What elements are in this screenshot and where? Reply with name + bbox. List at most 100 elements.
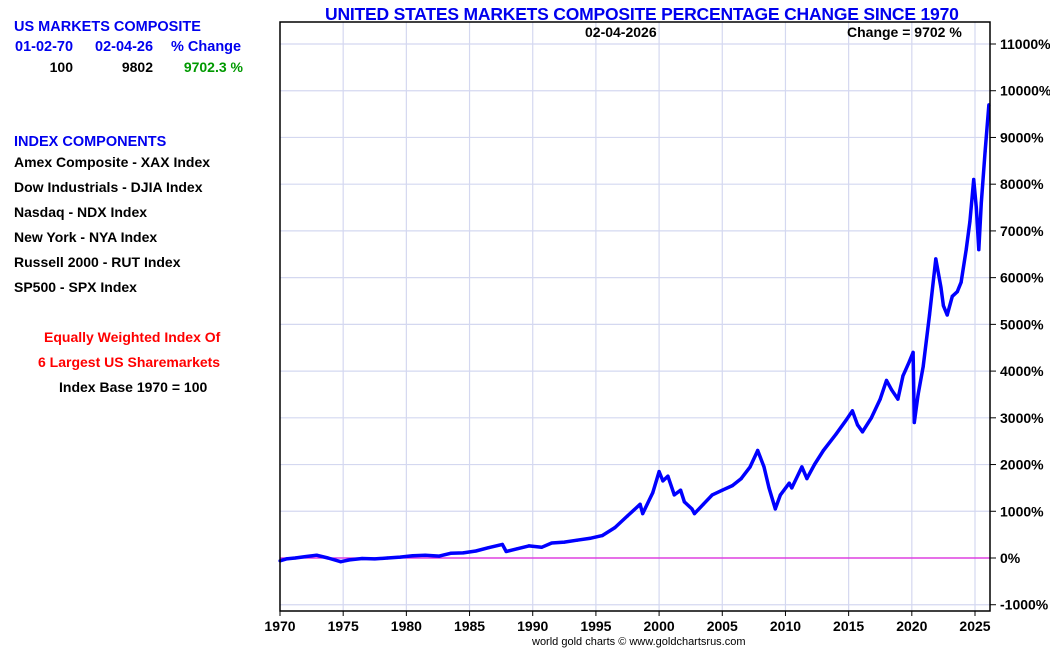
y-tick-label: 1000% — [1000, 503, 1044, 519]
data-point — [315, 553, 319, 557]
grid-lines — [280, 22, 990, 611]
data-point — [974, 205, 978, 210]
data-point — [385, 556, 390, 560]
data-point — [461, 551, 465, 555]
x-tick-label: 1980 — [391, 618, 422, 634]
plot-frame — [279, 21, 991, 612]
data-point — [979, 201, 983, 205]
data-point — [539, 545, 544, 549]
data-point — [613, 526, 617, 530]
index-components-title: INDEX COMPONENTS — [14, 134, 167, 150]
component-item: New York - NYA Index — [14, 229, 158, 245]
data-point — [692, 512, 697, 516]
end-value: 9802 — [121, 59, 153, 75]
note-line-1: Equally Weighted Index Of — [44, 329, 221, 345]
x-tick-label: 2020 — [896, 618, 927, 634]
y-tick-label: 6000% — [1000, 270, 1044, 286]
data-point — [666, 474, 670, 478]
data-point — [486, 546, 491, 550]
data-point — [474, 549, 478, 553]
data-point — [575, 538, 579, 542]
data-point — [661, 479, 665, 483]
data-point — [934, 257, 938, 261]
data-point — [939, 285, 943, 289]
y-tick-label: 10000% — [1000, 83, 1050, 99]
x-tick-label: 1990 — [517, 618, 548, 634]
data-point — [504, 549, 508, 554]
component-item: Nasdaq - NDX Index — [14, 204, 148, 220]
data-point — [950, 294, 954, 298]
component-item: SP500 - SPX Index — [14, 279, 137, 295]
y-axis: -1000% 0% 1000% 2000% 3000% 4000% 5000% 6000% 70… — [990, 36, 1050, 613]
y-tick-label: -1000% — [1000, 597, 1049, 613]
data-point — [293, 556, 297, 560]
data-point — [339, 560, 343, 564]
y-tick-label: 11000% — [1000, 36, 1050, 52]
data-point — [844, 418, 848, 422]
data-point — [812, 462, 817, 467]
note-line-2: 6 Largest US Sharemarkets — [38, 354, 221, 370]
data-point — [911, 350, 915, 354]
note-line-3: Index Base 1970 = 100 — [59, 379, 208, 395]
data-point — [821, 448, 825, 453]
data-point — [730, 483, 734, 488]
data-point — [916, 392, 920, 397]
data-point — [326, 556, 330, 560]
y-tick-label: 2000% — [1000, 457, 1044, 473]
x-tick-label: 1975 — [328, 618, 359, 634]
end-date-header: 02-04-26 — [95, 39, 154, 55]
data-point — [773, 507, 777, 511]
data-point — [977, 248, 981, 252]
data-point — [896, 397, 900, 401]
y-tick-label: 9000% — [1000, 129, 1044, 145]
x-tick-label: 2005 — [707, 618, 738, 634]
data-point — [701, 502, 705, 506]
credit-text: world gold charts © www.goldchartsrus.co… — [532, 636, 746, 648]
data-point — [767, 486, 771, 490]
data-point — [884, 378, 889, 383]
x-tick-label: 2000 — [644, 618, 675, 634]
data-point — [805, 476, 809, 481]
data-point — [710, 493, 714, 497]
data-point — [901, 374, 905, 378]
data-point — [762, 465, 766, 469]
data-point — [515, 547, 520, 551]
data-point — [360, 556, 364, 561]
data-point — [720, 488, 724, 492]
data-point — [678, 488, 683, 492]
data-point — [850, 409, 855, 413]
data-point — [878, 397, 882, 401]
data-point — [972, 177, 976, 182]
change-label: Change = 9702 % — [847, 24, 962, 40]
data-point — [855, 423, 860, 427]
y-tick-label: 0% — [1000, 550, 1021, 566]
data-point — [423, 553, 427, 557]
x-tick-label: 1970 — [264, 618, 295, 634]
x-tick-label: 2025 — [959, 618, 990, 634]
data-point — [303, 554, 307, 559]
y-tick-label: 3000% — [1000, 410, 1044, 426]
data-point — [964, 248, 968, 252]
data-point — [682, 500, 686, 504]
y-tick-label: 5000% — [1000, 316, 1044, 332]
data-point — [448, 551, 453, 555]
data-point — [860, 430, 865, 434]
data-point — [912, 420, 916, 425]
y-tick-label: 4000% — [1000, 363, 1044, 379]
data-point — [941, 304, 946, 308]
series-line — [279, 104, 991, 564]
series-points — [278, 103, 991, 564]
data-point — [651, 490, 655, 495]
data-point — [790, 486, 794, 490]
data-point — [983, 149, 987, 154]
data-point — [955, 290, 959, 294]
data-point — [550, 541, 554, 545]
component-item: Dow Industrials - DJIA Index — [14, 179, 203, 195]
data-point — [756, 448, 760, 453]
data-point — [869, 416, 873, 420]
date-label: 02-04-2026 — [585, 24, 657, 40]
component-item: Russell 2000 - RUT Index — [14, 254, 181, 270]
x-axis: 1970 1975 1980 1985 1990 1995 2000 2005 2010 2015… — [264, 611, 991, 634]
data-point — [562, 540, 566, 544]
